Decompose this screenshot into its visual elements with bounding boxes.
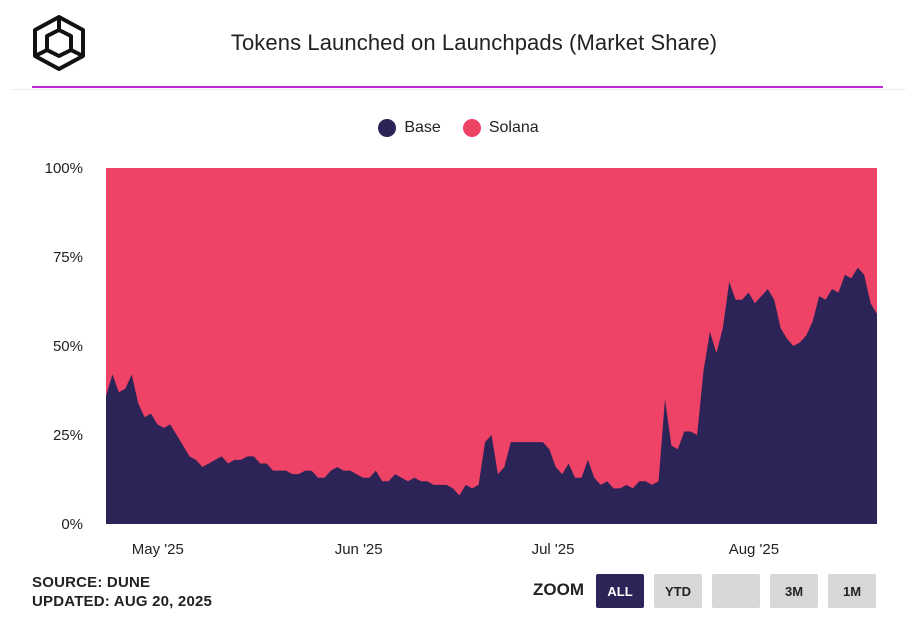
chart-legend: Base Solana bbox=[0, 119, 913, 137]
y-tick-label: 0% bbox=[61, 516, 83, 533]
y-tick-label: 25% bbox=[53, 427, 83, 444]
zoom-3m-button[interactable]: 3M bbox=[770, 574, 818, 608]
y-tick-label: 50% bbox=[53, 338, 83, 355]
title-divider bbox=[10, 89, 906, 90]
title-accent-rule bbox=[32, 86, 883, 88]
legend-item-base[interactable]: Base bbox=[378, 119, 441, 137]
zoom-label: ZOOM bbox=[533, 580, 584, 599]
source-label: SOURCE: DUNE bbox=[32, 574, 151, 591]
zoom-blank-button[interactable] bbox=[712, 574, 760, 608]
cube-logo-icon bbox=[33, 15, 85, 71]
zoom-all-button[interactable]: ALL bbox=[596, 574, 644, 608]
updated-label: UPDATED: AUG 20, 2025 bbox=[32, 593, 213, 610]
legend-item-solana[interactable]: Solana bbox=[462, 119, 539, 137]
y-tick-label: 75% bbox=[53, 249, 83, 266]
brand-logo bbox=[30, 14, 88, 72]
x-tick-label: Jul '25 bbox=[532, 541, 575, 558]
legend-swatch-base bbox=[378, 119, 397, 137]
legend-label-solana: Solana bbox=[488, 119, 539, 136]
legend-swatch-solana bbox=[462, 119, 481, 137]
zoom-ytd-button[interactable]: YTD bbox=[654, 574, 702, 608]
x-tick-label: May '25 bbox=[132, 541, 184, 558]
x-tick-label: Aug '25 bbox=[729, 541, 779, 558]
chart-title: Tokens Launched on Launchpads (Market Sh… bbox=[230, 30, 718, 55]
zoom-1m-button[interactable]: 1M bbox=[828, 574, 876, 608]
series-area-base bbox=[106, 267, 877, 524]
y-tick-label: 100% bbox=[45, 160, 83, 177]
x-tick-label: Jun '25 bbox=[335, 541, 383, 558]
source-note: SOURCE: DUNE UPDATED: AUG 20, 2025 bbox=[32, 573, 212, 611]
legend-label-base: Base bbox=[404, 119, 441, 136]
